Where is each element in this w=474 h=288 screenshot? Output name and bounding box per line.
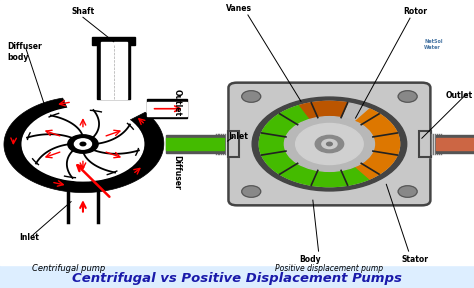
Text: Vanes: Vanes (227, 4, 252, 13)
Circle shape (296, 124, 363, 164)
Circle shape (68, 135, 98, 153)
Bar (147, 99, 187, 118)
Bar (92, 37, 135, 45)
Bar (436, 138, 474, 150)
Circle shape (398, 91, 417, 102)
Circle shape (80, 142, 86, 146)
Circle shape (259, 101, 400, 187)
Bar (166, 138, 224, 150)
Bar (166, 135, 224, 153)
Wedge shape (259, 105, 370, 187)
Bar (101, 42, 127, 99)
Bar (228, 131, 239, 157)
Circle shape (22, 107, 144, 181)
Text: Outlet: Outlet (446, 90, 473, 100)
Text: Rotor: Rotor (403, 7, 427, 16)
Wedge shape (300, 101, 347, 144)
Bar (419, 131, 431, 157)
Circle shape (327, 142, 332, 146)
Wedge shape (329, 109, 400, 179)
Text: Outlet: Outlet (173, 89, 181, 116)
Text: Diffuser
body: Diffuser body (7, 42, 42, 62)
Text: Inlet: Inlet (228, 132, 248, 141)
Bar (436, 135, 474, 153)
Polygon shape (4, 98, 164, 193)
Bar (228, 131, 239, 157)
Text: Centrifugal pump: Centrifugal pump (32, 264, 105, 273)
Circle shape (252, 97, 407, 191)
Circle shape (398, 186, 417, 197)
Text: NetSol
Water: NetSol Water (424, 39, 443, 50)
Circle shape (242, 186, 261, 197)
Bar (147, 102, 187, 116)
FancyBboxPatch shape (228, 83, 430, 205)
Bar (97, 42, 130, 99)
Text: Positive displacement pump: Positive displacement pump (275, 264, 383, 273)
Bar (419, 131, 431, 157)
Circle shape (322, 139, 337, 149)
Circle shape (315, 135, 344, 153)
Text: Diffuser: Diffuser (173, 156, 181, 190)
Text: Body: Body (300, 255, 321, 264)
Circle shape (74, 139, 91, 149)
Text: Stator: Stator (401, 255, 428, 264)
Text: Inlet: Inlet (19, 233, 39, 242)
Text: Shaft: Shaft (72, 7, 94, 16)
Circle shape (284, 117, 374, 171)
Text: Centrifugal vs Positive Displacement Pumps: Centrifugal vs Positive Displacement Pum… (72, 272, 402, 285)
Circle shape (242, 91, 261, 102)
